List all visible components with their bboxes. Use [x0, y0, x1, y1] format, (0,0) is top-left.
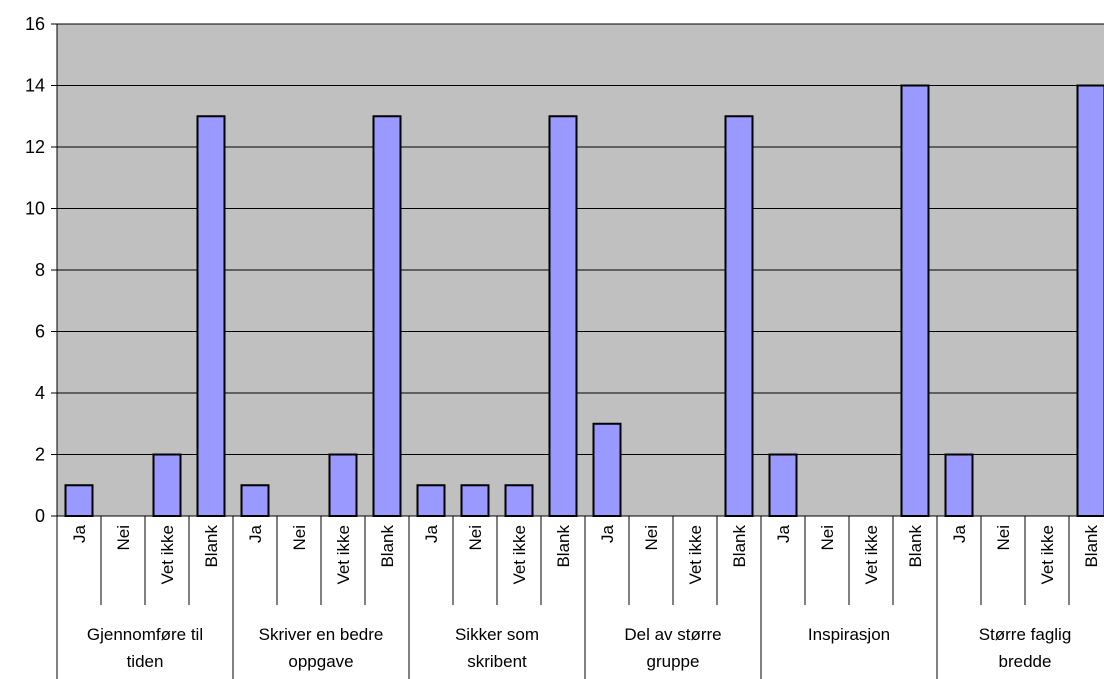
y-tick-label: 8 [35, 260, 45, 280]
bar [944, 453, 974, 517]
bar [1076, 84, 1104, 517]
x-group-label: skribent [467, 652, 527, 671]
bars [64, 84, 1104, 517]
bar [592, 422, 622, 517]
x-subcategory-label: Blank [202, 525, 221, 568]
bar [196, 115, 226, 517]
bar [768, 453, 798, 517]
x-subcategory-label: Nei [642, 525, 661, 551]
x-subcategory-label: Ja [246, 524, 265, 543]
x-axis-labels: Ja Nei Vet ikke Blank Gjennomføre til tiden Ja… [56, 516, 1101, 679]
x-group-label: Større faglig [979, 625, 1072, 644]
x-group-label: tiden [127, 652, 164, 671]
x-subcategory-label: Ja [774, 524, 793, 543]
bar [328, 453, 358, 517]
y-tick-label: 4 [35, 383, 45, 403]
x-subcategory-label: Vet ikke [1038, 525, 1057, 585]
y-tick-label: 10 [25, 199, 45, 219]
bar [372, 115, 402, 517]
x-subcategory-label: Ja [598, 524, 617, 543]
y-tick-label: 2 [35, 445, 45, 465]
y-tick-label: 12 [25, 137, 45, 157]
x-group-label: gruppe [647, 652, 700, 671]
bar [504, 484, 534, 517]
x-subcategory-label: Vet ikke [686, 525, 705, 585]
bar [240, 484, 270, 517]
bar [548, 115, 578, 517]
bar [64, 484, 94, 517]
x-subcategory-label: Vet ikke [334, 525, 353, 585]
bar [724, 115, 754, 517]
bar [460, 484, 490, 517]
x-subcategory-label: Blank [906, 525, 925, 568]
x-group-label: Inspirasjon [808, 625, 890, 644]
x-subcategory-label: Blank [554, 525, 573, 568]
y-tick-label: 14 [25, 76, 45, 96]
x-group-label: Sikker som [455, 625, 539, 644]
y-tick-label: 16 [25, 14, 45, 34]
x-subcategory-label: Ja [422, 524, 441, 543]
x-subcategory-label: Nei [818, 525, 837, 551]
y-tick-label: 6 [35, 322, 45, 342]
x-group-label: oppgave [288, 652, 353, 671]
x-subcategory-label: Vet ikke [862, 525, 881, 585]
y-axis-ticks: 0 2 4 6 8 10 12 14 16 [25, 14, 57, 526]
bar [416, 484, 446, 517]
x-subcategory-label: Blank [1082, 525, 1101, 568]
x-group-label: Del av større [624, 625, 721, 644]
x-subcategory-label: Vet ikke [510, 525, 529, 585]
x-group-label: bredde [999, 652, 1052, 671]
bar [152, 453, 182, 517]
x-subcategory-label: Vet ikke [158, 525, 177, 585]
x-subcategory-label: Blank [378, 525, 397, 568]
bar [900, 84, 930, 517]
x-group-label: Gjennomføre til [87, 625, 203, 644]
y-tick-label: 0 [35, 506, 45, 526]
x-subcategory-label: Ja [70, 524, 89, 543]
x-subcategory-label: Nei [114, 525, 133, 551]
x-subcategory-label: Blank [730, 525, 749, 568]
x-group-label: Skriver en bedre [259, 625, 384, 644]
x-subcategory-label: Nei [290, 525, 309, 551]
x-subcategory-label: Nei [994, 525, 1013, 551]
x-subcategory-label: Ja [950, 524, 969, 543]
x-subcategory-label: Nei [466, 525, 485, 551]
